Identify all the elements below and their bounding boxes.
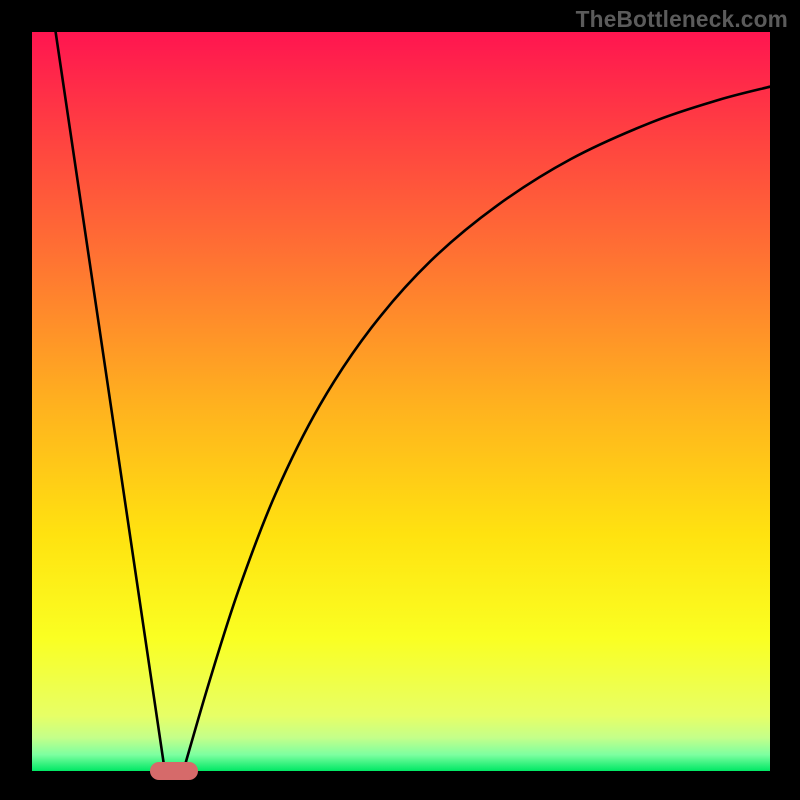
minimum-marker-pill [150, 762, 198, 780]
watermark-source: TheBottleneck.com [576, 6, 788, 33]
chart-plot-area [32, 32, 770, 771]
